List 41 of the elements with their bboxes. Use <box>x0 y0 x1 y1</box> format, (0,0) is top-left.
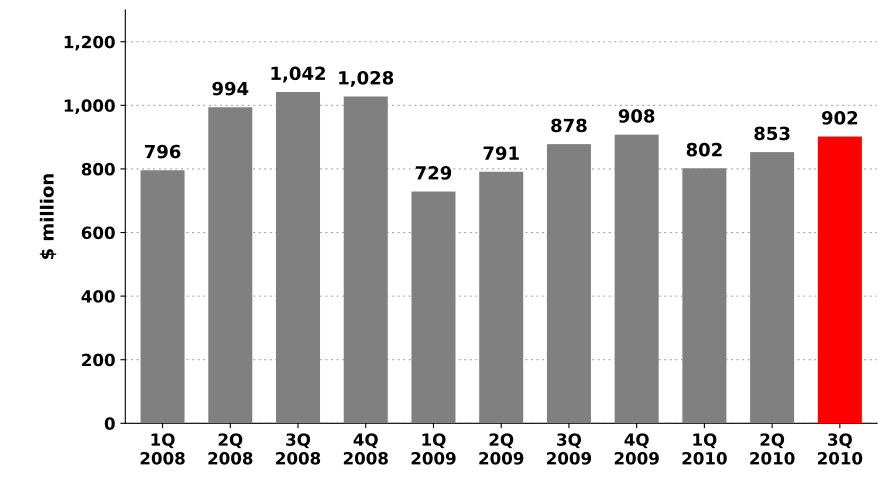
bar <box>614 134 659 424</box>
y-axis-title: $ million <box>40 174 56 260</box>
x-tick-label: 4Q 2009 <box>614 433 659 465</box>
bar <box>546 144 591 424</box>
x-tick-label: 3Q 2009 <box>547 433 592 465</box>
data-label: 729 <box>416 166 452 180</box>
bar <box>208 107 252 424</box>
data-label: 853 <box>754 126 790 140</box>
data-label: 902 <box>822 111 858 125</box>
x-tick-label: 4Q 2008 <box>344 433 388 465</box>
x-tick-label: 1Q 2010 <box>682 433 727 465</box>
y-tick-label: 200 <box>82 354 115 366</box>
x-tick-label: 1Q 2008 <box>140 433 185 465</box>
x-tick-label: 2Q 2008 <box>208 433 252 465</box>
bar <box>818 136 862 424</box>
y-tick-label: 0 <box>104 417 115 430</box>
y-tick-label: 400 <box>82 290 115 303</box>
bar <box>411 192 456 424</box>
x-tick-label: 3Q 2010 <box>818 433 862 465</box>
data-label: 791 <box>484 146 519 160</box>
data-label: 802 <box>686 142 722 156</box>
y-tick-label: 1,000 <box>64 99 115 114</box>
bar <box>140 170 185 424</box>
y-tick-label: 1,200 <box>64 36 115 50</box>
data-label: 1,042 <box>271 66 325 82</box>
data-label: 994 <box>212 82 248 96</box>
bar <box>750 152 794 424</box>
bar <box>682 168 726 424</box>
data-label: 796 <box>144 144 180 158</box>
bar <box>344 96 388 424</box>
y-tick-label: 600 <box>82 226 115 240</box>
x-tick-label: 1Q 2009 <box>412 433 456 465</box>
data-label: 908 <box>618 109 654 123</box>
y-tick-label: 800 <box>82 162 115 176</box>
bar <box>276 92 320 424</box>
x-tick-label: 3Q 2008 <box>276 433 320 465</box>
data-label: 878 <box>551 118 587 132</box>
x-tick-label: 2Q 2009 <box>479 433 524 465</box>
data-label: 1,028 <box>339 70 394 87</box>
x-tick-label: 2Q 2010 <box>750 433 795 465</box>
bar <box>479 172 524 424</box>
